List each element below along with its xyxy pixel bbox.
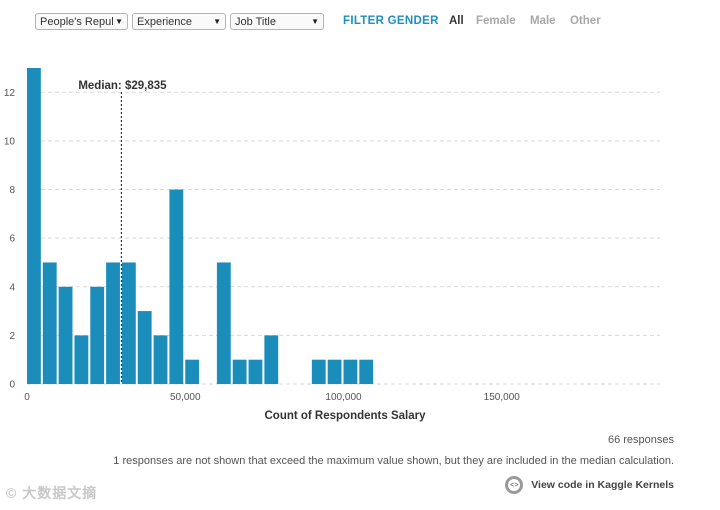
experience-dropdown[interactable]: Experience ▼ [132,13,226,30]
country-dropdown-value: People's Repul [40,16,114,28]
histogram-bar [343,359,358,384]
salary-histogram: Median: $29,835 0 2 4 6 8 10 12 0 50,000 100,000… [4,68,660,422]
histogram-bar [58,286,73,384]
histogram-bar [248,359,263,384]
filter-bar: People's Repul ▼ Experience ▼ Job Title … [0,0,720,46]
experience-dropdown-value: Experience [137,16,193,28]
gender-option-female[interactable]: Female [476,15,516,27]
response-count: 66 responses [607,434,674,446]
x-axis-title: Count of Respondents Salary [264,410,426,422]
histogram-bar [121,262,136,384]
x-tick-label: 0 [24,392,30,403]
y-tick-label: 4 [9,282,15,293]
x-axis-ticks: 0 50,000 100,000 150,000 [24,392,520,403]
x-tick-label: 100,000 [325,392,362,403]
x-tick-label: 150,000 [484,392,521,403]
x-tick-label: 50,000 [170,392,201,403]
gender-option-all[interactable]: All [449,15,464,27]
histogram-bar [106,262,120,384]
histogram-bar [153,335,168,384]
y-tick-label: 10 [4,136,16,147]
histogram-bar [27,68,41,384]
histogram-bar [311,359,326,384]
chevron-down-icon: ▼ [115,17,123,26]
code-icon: <> [505,476,524,494]
y-tick-label: 2 [9,331,15,342]
histogram-bar [264,335,279,384]
histogram-bar [169,189,184,384]
job-title-dropdown-value: Job Title [235,16,276,28]
histogram-bar [74,335,89,384]
kaggle-link-label: View code in Kaggle Kernels [531,479,674,491]
median-label: Median: $29,835 [78,80,167,92]
y-tick-label: 12 [4,88,16,99]
exceed-note: 1 responses are not shown that exceed th… [113,455,674,467]
job-title-dropdown[interactable]: Job Title ▼ [230,13,324,30]
median-marker: Median: $29,835 [78,80,167,384]
histogram-bar [232,359,247,384]
y-tick-label: 8 [9,185,15,196]
histogram-bar [42,262,57,384]
y-axis-ticks: 0 2 4 6 8 10 12 [4,88,16,391]
histogram-bar [327,359,342,384]
gender-option-other[interactable]: Other [570,15,601,27]
chevron-down-icon: ▼ [311,17,319,26]
histogram-bar [90,286,105,384]
histogram-bar [185,359,200,384]
y-tick-label: 0 [9,380,15,391]
chevron-down-icon: ▼ [213,17,221,26]
kaggle-kernels-link[interactable]: <> View code in Kaggle Kernels [505,475,674,495]
histogram-bar [137,311,152,384]
gender-option-male[interactable]: Male [530,15,556,27]
watermark: © 大数据文摘 [6,485,98,501]
histogram-bars [27,68,374,384]
histogram-bar [216,262,231,384]
country-dropdown[interactable]: People's Repul ▼ [35,13,128,30]
y-tick-label: 6 [9,234,15,245]
filter-gender-label: FILTER GENDER [343,15,439,27]
histogram-bar [359,359,374,384]
